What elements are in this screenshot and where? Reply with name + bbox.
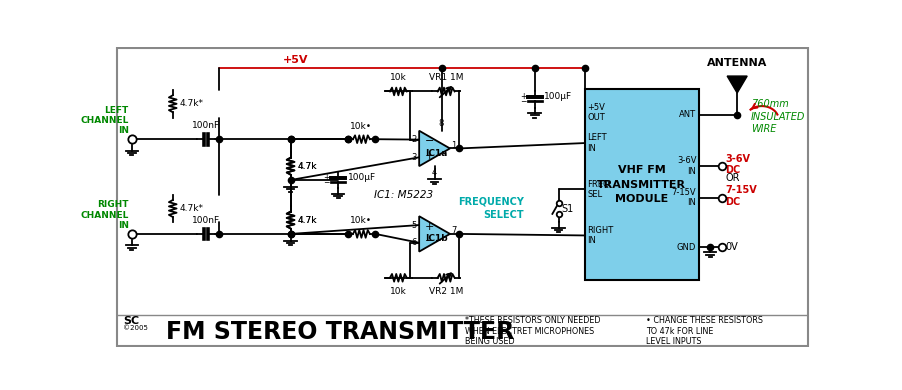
Text: 100µF: 100µF xyxy=(347,173,375,182)
Text: VR1 1M: VR1 1M xyxy=(428,73,464,82)
Text: 5: 5 xyxy=(411,221,417,230)
Text: 7-15V
IN: 7-15V IN xyxy=(672,188,696,207)
Text: 3-6V
DC: 3-6V DC xyxy=(725,154,750,176)
Text: 3-6V
IN: 3-6V IN xyxy=(676,156,696,176)
Text: IC1: M5223: IC1: M5223 xyxy=(374,190,433,200)
Text: +: + xyxy=(324,173,330,182)
Text: 4.7k: 4.7k xyxy=(298,161,317,171)
Text: 4.7k: 4.7k xyxy=(298,216,317,225)
Text: VR2 1M: VR2 1M xyxy=(429,287,464,296)
Text: 2: 2 xyxy=(411,135,417,144)
Text: S1: S1 xyxy=(562,204,574,213)
Text: +5V
OUT: +5V OUT xyxy=(587,103,605,122)
Text: 10k: 10k xyxy=(390,73,407,82)
Text: 3: 3 xyxy=(411,153,417,162)
Text: 7: 7 xyxy=(452,226,457,235)
Text: +: + xyxy=(520,92,526,101)
Text: 1: 1 xyxy=(452,141,456,150)
Text: GND: GND xyxy=(677,243,696,252)
Polygon shape xyxy=(727,76,747,93)
Text: +: + xyxy=(425,222,434,232)
Text: +: + xyxy=(425,151,434,161)
Text: SC: SC xyxy=(124,316,140,326)
Text: 760mm
INSULATED
WIRE: 760mm INSULATED WIRE xyxy=(751,99,805,134)
Text: 4.7k*: 4.7k* xyxy=(179,204,204,213)
Text: −: − xyxy=(324,178,330,187)
Text: 4.7k: 4.7k xyxy=(298,216,317,225)
Text: ANTENNA: ANTENNA xyxy=(707,58,768,68)
Text: FREQUENCY
SELECT: FREQUENCY SELECT xyxy=(458,197,524,220)
Text: ANT: ANT xyxy=(679,110,696,119)
Text: 10k•: 10k• xyxy=(350,122,373,131)
Polygon shape xyxy=(419,216,450,252)
Text: 10k: 10k xyxy=(390,287,407,296)
Text: 10k•: 10k• xyxy=(350,216,373,225)
Text: LEFT
CHANNEL
IN: LEFT CHANNEL IN xyxy=(80,106,129,135)
Text: IC1b: IC1b xyxy=(425,234,447,243)
FancyBboxPatch shape xyxy=(116,48,808,346)
Text: IC1a: IC1a xyxy=(425,149,447,158)
Text: FM STEREO TRANSMITTER: FM STEREO TRANSMITTER xyxy=(166,320,514,344)
Text: RIGHT
CHANNEL
IN: RIGHT CHANNEL IN xyxy=(80,200,129,230)
Text: 4.7k: 4.7k xyxy=(298,161,317,171)
Text: −: − xyxy=(520,97,526,106)
Text: *THESE RESISTORS ONLY NEEDED
WHEN ELECTRET MICROPHONES
BEING USED: *THESE RESISTORS ONLY NEEDED WHEN ELECTR… xyxy=(465,316,601,346)
Text: FREQ
SEL: FREQ SEL xyxy=(587,179,610,199)
Text: −: − xyxy=(425,136,434,146)
Text: +5V: +5V xyxy=(283,55,308,65)
Text: • CHANGE THESE RESISTORS
TO 47k FOR LINE
LEVEL INPUTS: • CHANGE THESE RESISTORS TO 47k FOR LINE… xyxy=(647,316,763,346)
Text: −: − xyxy=(425,236,434,246)
Text: 4.7k*: 4.7k* xyxy=(179,99,204,108)
Text: OR: OR xyxy=(725,174,741,183)
Text: 4: 4 xyxy=(432,168,437,177)
Text: 7-15V
DC: 7-15V DC xyxy=(725,185,758,207)
Text: 100µF: 100µF xyxy=(544,92,572,101)
Text: 0V: 0V xyxy=(725,242,739,252)
Text: RIGHT
IN: RIGHT IN xyxy=(587,226,613,245)
Text: 8: 8 xyxy=(438,119,444,128)
Text: 100nF: 100nF xyxy=(192,121,220,130)
Text: ©2005: ©2005 xyxy=(124,325,148,331)
Text: 6: 6 xyxy=(411,238,417,247)
Text: VHF FM
TRANSMITTER
MODULE: VHF FM TRANSMITTER MODULE xyxy=(597,165,686,204)
Text: LEFT
IN: LEFT IN xyxy=(587,133,607,153)
Polygon shape xyxy=(419,131,450,166)
FancyBboxPatch shape xyxy=(584,89,699,280)
Text: 100nF: 100nF xyxy=(192,216,220,225)
